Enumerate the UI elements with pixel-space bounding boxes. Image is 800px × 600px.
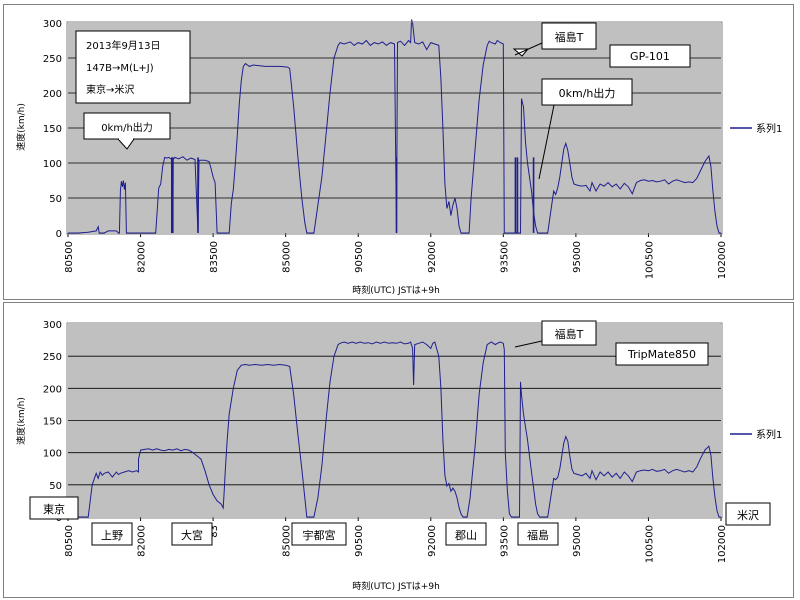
legend: 系列1 (730, 122, 782, 135)
x-tick-label: 83500 (209, 241, 220, 273)
station-yonezawa: 米沢 (725, 502, 771, 526)
y-tick-label: 300 (43, 320, 62, 331)
y-tick-labels: 0 50 100 150 200 250 300 (43, 19, 62, 240)
y-tick-label: 250 (43, 352, 62, 363)
svg-text:大宮: 大宮 (181, 528, 203, 542)
x-tick-label: 95000 (572, 241, 583, 273)
legend: 系列1 (730, 428, 782, 441)
svg-text:東京: 東京 (43, 502, 65, 516)
x-tick-label: 85000 (282, 241, 293, 273)
station-tokyo: 東京 (29, 496, 79, 520)
callout-text: 0km/h出力 (559, 86, 616, 100)
svg-text:郡山: 郡山 (455, 529, 477, 542)
y-tick-label: 100 (43, 159, 62, 170)
y-tick-label: 200 (43, 384, 62, 395)
legend-label: 系列1 (756, 122, 782, 135)
plot-frame (66, 322, 723, 519)
x-tick-label: 85000 (282, 525, 293, 557)
x-tick-labels: 80500 82000 83500 85000 90500 92000 93500 95000… (64, 233, 728, 279)
x-tick-label: 95000 (572, 525, 583, 557)
station-omiya: 大宮 (171, 522, 213, 546)
y-tick-label: 250 (43, 54, 62, 65)
legend-label: 系列1 (756, 428, 782, 441)
x-tick-label: 93500 (499, 525, 510, 557)
y-tick-label: 100 (43, 449, 62, 460)
x-tick-label: 102000 (717, 525, 728, 563)
x-tick-label: 82000 (137, 241, 148, 273)
x-tick-label: 100500 (644, 241, 655, 279)
x-tick-label: 90500 (354, 241, 365, 273)
svg-text:宇都宮: 宇都宮 (303, 528, 336, 542)
y-tick-label: 50 (49, 194, 62, 205)
callout-zero-kmh-left: 0km/h出力 (83, 112, 171, 150)
x-tick-label: 100500 (644, 525, 655, 563)
station-labels: 東京 上野 大宮 宇都宮 郡山 福島 (29, 496, 771, 546)
x-axis-label: 時刻(UTC) JSTは+9h (352, 580, 440, 592)
y-tick-label: 0 (56, 229, 62, 240)
y-tick-label: 50 (49, 481, 62, 492)
y-tick-label: 200 (43, 89, 62, 100)
station-ueno: 上野 (91, 522, 133, 546)
svg-text:福島: 福島 (527, 528, 549, 542)
info-annotation: 2013年9月13日 147B→M(L+J) 東京→米沢 (75, 30, 191, 104)
x-tick-label: 80500 (64, 241, 75, 273)
station-utsunomiya: 宇都宮 (291, 522, 347, 546)
callout-fukushima-top: 福島T (512, 22, 597, 57)
info-date: 2013年9月13日 (86, 39, 161, 52)
device-label-bottom: TripMate850 (615, 342, 709, 366)
callout-text: 福島T (555, 327, 584, 341)
series-line (68, 19, 721, 234)
x-tick-label: 82000 (137, 525, 148, 557)
y-tick-label: 150 (43, 124, 62, 135)
device-label-top: GP-101 (609, 44, 691, 68)
y-tick-label: 150 (43, 417, 62, 428)
x-axis-label: 時刻(UTC) JSTは+9h (352, 284, 440, 296)
callout-text: 福島T (555, 30, 584, 44)
zero-spikes (170, 157, 535, 233)
x-tick-label: 93500 (499, 241, 510, 273)
x-tick-label: 102000 (717, 241, 728, 279)
gridlines (68, 355, 721, 486)
station-koriyama: 郡山 (445, 522, 487, 546)
x-tick-label: 83 (209, 525, 220, 538)
callout-fukushima-bottom: 福島T (514, 320, 597, 348)
series-line (68, 341, 721, 518)
y-axis-label: 速度(km/h) (15, 103, 27, 151)
x-tick-label: 80500 (64, 525, 75, 557)
plot-frame (66, 21, 723, 235)
device-text: GP-101 (630, 50, 670, 63)
svg-text:上野: 上野 (101, 529, 123, 542)
info-train: 147B→M(L+J) (86, 63, 154, 74)
chart-top-svg: 0 50 100 150 200 250 300 80500 82000 83500 85000 9… (15, 19, 782, 296)
station-fukushima: 福島 (517, 522, 559, 546)
x-tick-labels: 80500 82000 83 85000 90500 92000 93500 95000 100… (64, 517, 728, 563)
x-tick-label: 92000 (427, 241, 438, 273)
device-text: TripMate850 (627, 348, 696, 361)
svg-text:米沢: 米沢 (737, 508, 759, 522)
x-tick-label: 90500 (354, 525, 365, 557)
y-axis-label: 速度(km/h) (15, 397, 27, 445)
y-tick-label: 300 (43, 19, 62, 30)
chart-panel-top: 0 50 100 150 200 250 300 80500 82000 83500 85000 9… (3, 4, 794, 300)
x-tick-label: 92000 (427, 525, 438, 557)
info-route: 東京→米沢 (86, 83, 134, 96)
callout-zero-kmh-right: 0km/h出力 (538, 78, 633, 180)
callout-text: 0km/h出力 (101, 121, 153, 134)
